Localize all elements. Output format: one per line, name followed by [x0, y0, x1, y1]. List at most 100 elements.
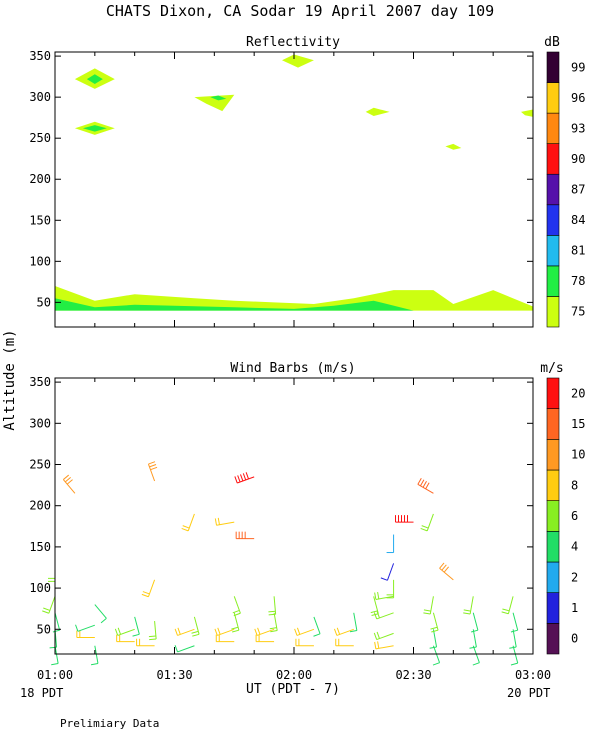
wind-barb	[313, 616, 321, 637]
y-tick-label: 250	[29, 131, 51, 145]
wind-barb	[148, 621, 157, 641]
colorbar-segment	[546, 82, 560, 114]
wind-barb	[181, 513, 195, 532]
wind-barb	[374, 591, 394, 600]
reflectivity-contour	[365, 107, 390, 116]
colorbar-segment	[546, 173, 560, 206]
x-tick-label: 02:00	[276, 668, 312, 682]
colorbar-label: 8	[571, 478, 578, 492]
wind-barb	[333, 627, 354, 636]
colorbar-label: 93	[571, 121, 585, 135]
reflectivity-contours	[55, 54, 533, 311]
wind-barb	[380, 563, 395, 581]
colorbar-segment	[546, 469, 560, 501]
wind-barb	[501, 596, 514, 615]
y-tick-label: 50	[37, 622, 51, 636]
wind-barb	[509, 629, 517, 649]
y-tick-label: 350	[29, 49, 51, 63]
wind-barb	[76, 630, 95, 639]
wind-barb	[295, 638, 314, 647]
wind-barb	[294, 627, 315, 636]
reflectivity-plot-frame	[54, 51, 534, 328]
wind-barb	[469, 629, 477, 649]
reflectivity-x-axis	[54, 52, 534, 327]
colorbar-segment	[546, 51, 560, 83]
colorbar-label: 84	[571, 213, 585, 227]
wind-barbs-title: Wind Barbs (m/s)	[230, 361, 355, 376]
footer-right-label: 20 PDT	[507, 686, 550, 700]
wind-barb	[510, 645, 519, 666]
wind-x-axis: 01:00 01:30 02:00 02:30 03:00	[37, 378, 551, 682]
colorbar-label: 20	[571, 386, 585, 400]
reflectivity-contour	[55, 298, 414, 311]
y-tick-label: 100	[29, 254, 51, 268]
wind-barb	[141, 579, 156, 598]
wind-barb	[373, 611, 394, 620]
wind-barbs-unit: m/s	[540, 361, 563, 376]
wind-barb	[42, 596, 56, 614]
reflectivity-y-axis: 50 100 150 200 250 300 350	[29, 49, 533, 309]
wind-barb	[214, 627, 235, 636]
wind-barbs-panel: Wind Barbs (m/s) m/s 5010015020025030035…	[29, 361, 585, 682]
preliminary-note: Prelimiary Data	[60, 717, 159, 730]
colorbar-segment	[546, 296, 560, 328]
wind-barb	[349, 612, 358, 633]
wind-barb	[432, 645, 441, 666]
y-tick-label: 250	[29, 458, 51, 472]
y-tick-label: 300	[29, 90, 51, 104]
colorbar-label: 81	[571, 244, 585, 258]
colorbar-label: 75	[571, 305, 585, 319]
wind-barb	[191, 616, 200, 637]
wind-barb	[373, 631, 394, 641]
x-tick-label: 01:00	[37, 668, 73, 682]
colorbar-segment	[546, 265, 560, 297]
colorbar-segment	[546, 377, 560, 409]
wind-plot-frame	[54, 377, 534, 655]
wind-barb	[234, 472, 255, 484]
colorbar-label: 4	[571, 540, 578, 554]
reflectivity-contour	[282, 54, 314, 68]
colorbar-segment	[546, 623, 560, 655]
colorbar-segment	[546, 439, 560, 471]
x-tick-label: 02:30	[395, 668, 431, 682]
wind-barb	[269, 612, 278, 633]
wind-barb	[395, 515, 414, 523]
y-tick-label: 150	[29, 213, 51, 227]
colorbar-segment	[546, 143, 560, 175]
colorbar-segment	[546, 112, 560, 144]
wind-barb	[429, 629, 438, 649]
wind-barb	[386, 579, 395, 599]
reflectivity-contour	[445, 143, 462, 150]
figure-title: CHATS Dixon, CA Sodar 19 April 2007 day …	[106, 2, 494, 20]
wind-barb	[386, 534, 395, 554]
reflectivity-title: Reflectivity	[246, 35, 340, 50]
wind-barb	[255, 634, 275, 643]
wind-barb	[52, 612, 61, 633]
wind-barb	[75, 624, 96, 632]
colorbar-label: 90	[571, 152, 585, 166]
wind-barb	[116, 634, 135, 643]
colorbar-label: 87	[571, 183, 585, 197]
wind-barb	[48, 563, 56, 582]
y-tick-label: 100	[29, 581, 51, 595]
wind-colorbar: 0 1 2 4 6 8 10 15 20	[546, 377, 585, 655]
wind-barb	[114, 627, 135, 636]
colorbar-label: 78	[571, 274, 585, 288]
colorbar-segment	[546, 531, 560, 563]
y-tick-label: 50	[37, 295, 51, 309]
reflectivity-contour	[55, 286, 533, 311]
colorbar-label: 0	[571, 632, 578, 646]
wind-barb	[62, 474, 76, 494]
colorbar-label: 2	[571, 570, 578, 584]
colorbar-label: 96	[571, 91, 585, 105]
wind-barb	[174, 645, 195, 653]
colorbar-label: 15	[571, 417, 585, 431]
wind-barb	[439, 562, 454, 581]
wind-barb	[417, 478, 434, 494]
reflectivity-colorbar: 75 78 81 84 87 90 93 96 99	[546, 51, 585, 328]
reflectivity-contour	[86, 74, 103, 84]
wind-barb	[335, 638, 354, 647]
wind-barb	[423, 596, 434, 615]
wind-barb	[94, 604, 107, 624]
